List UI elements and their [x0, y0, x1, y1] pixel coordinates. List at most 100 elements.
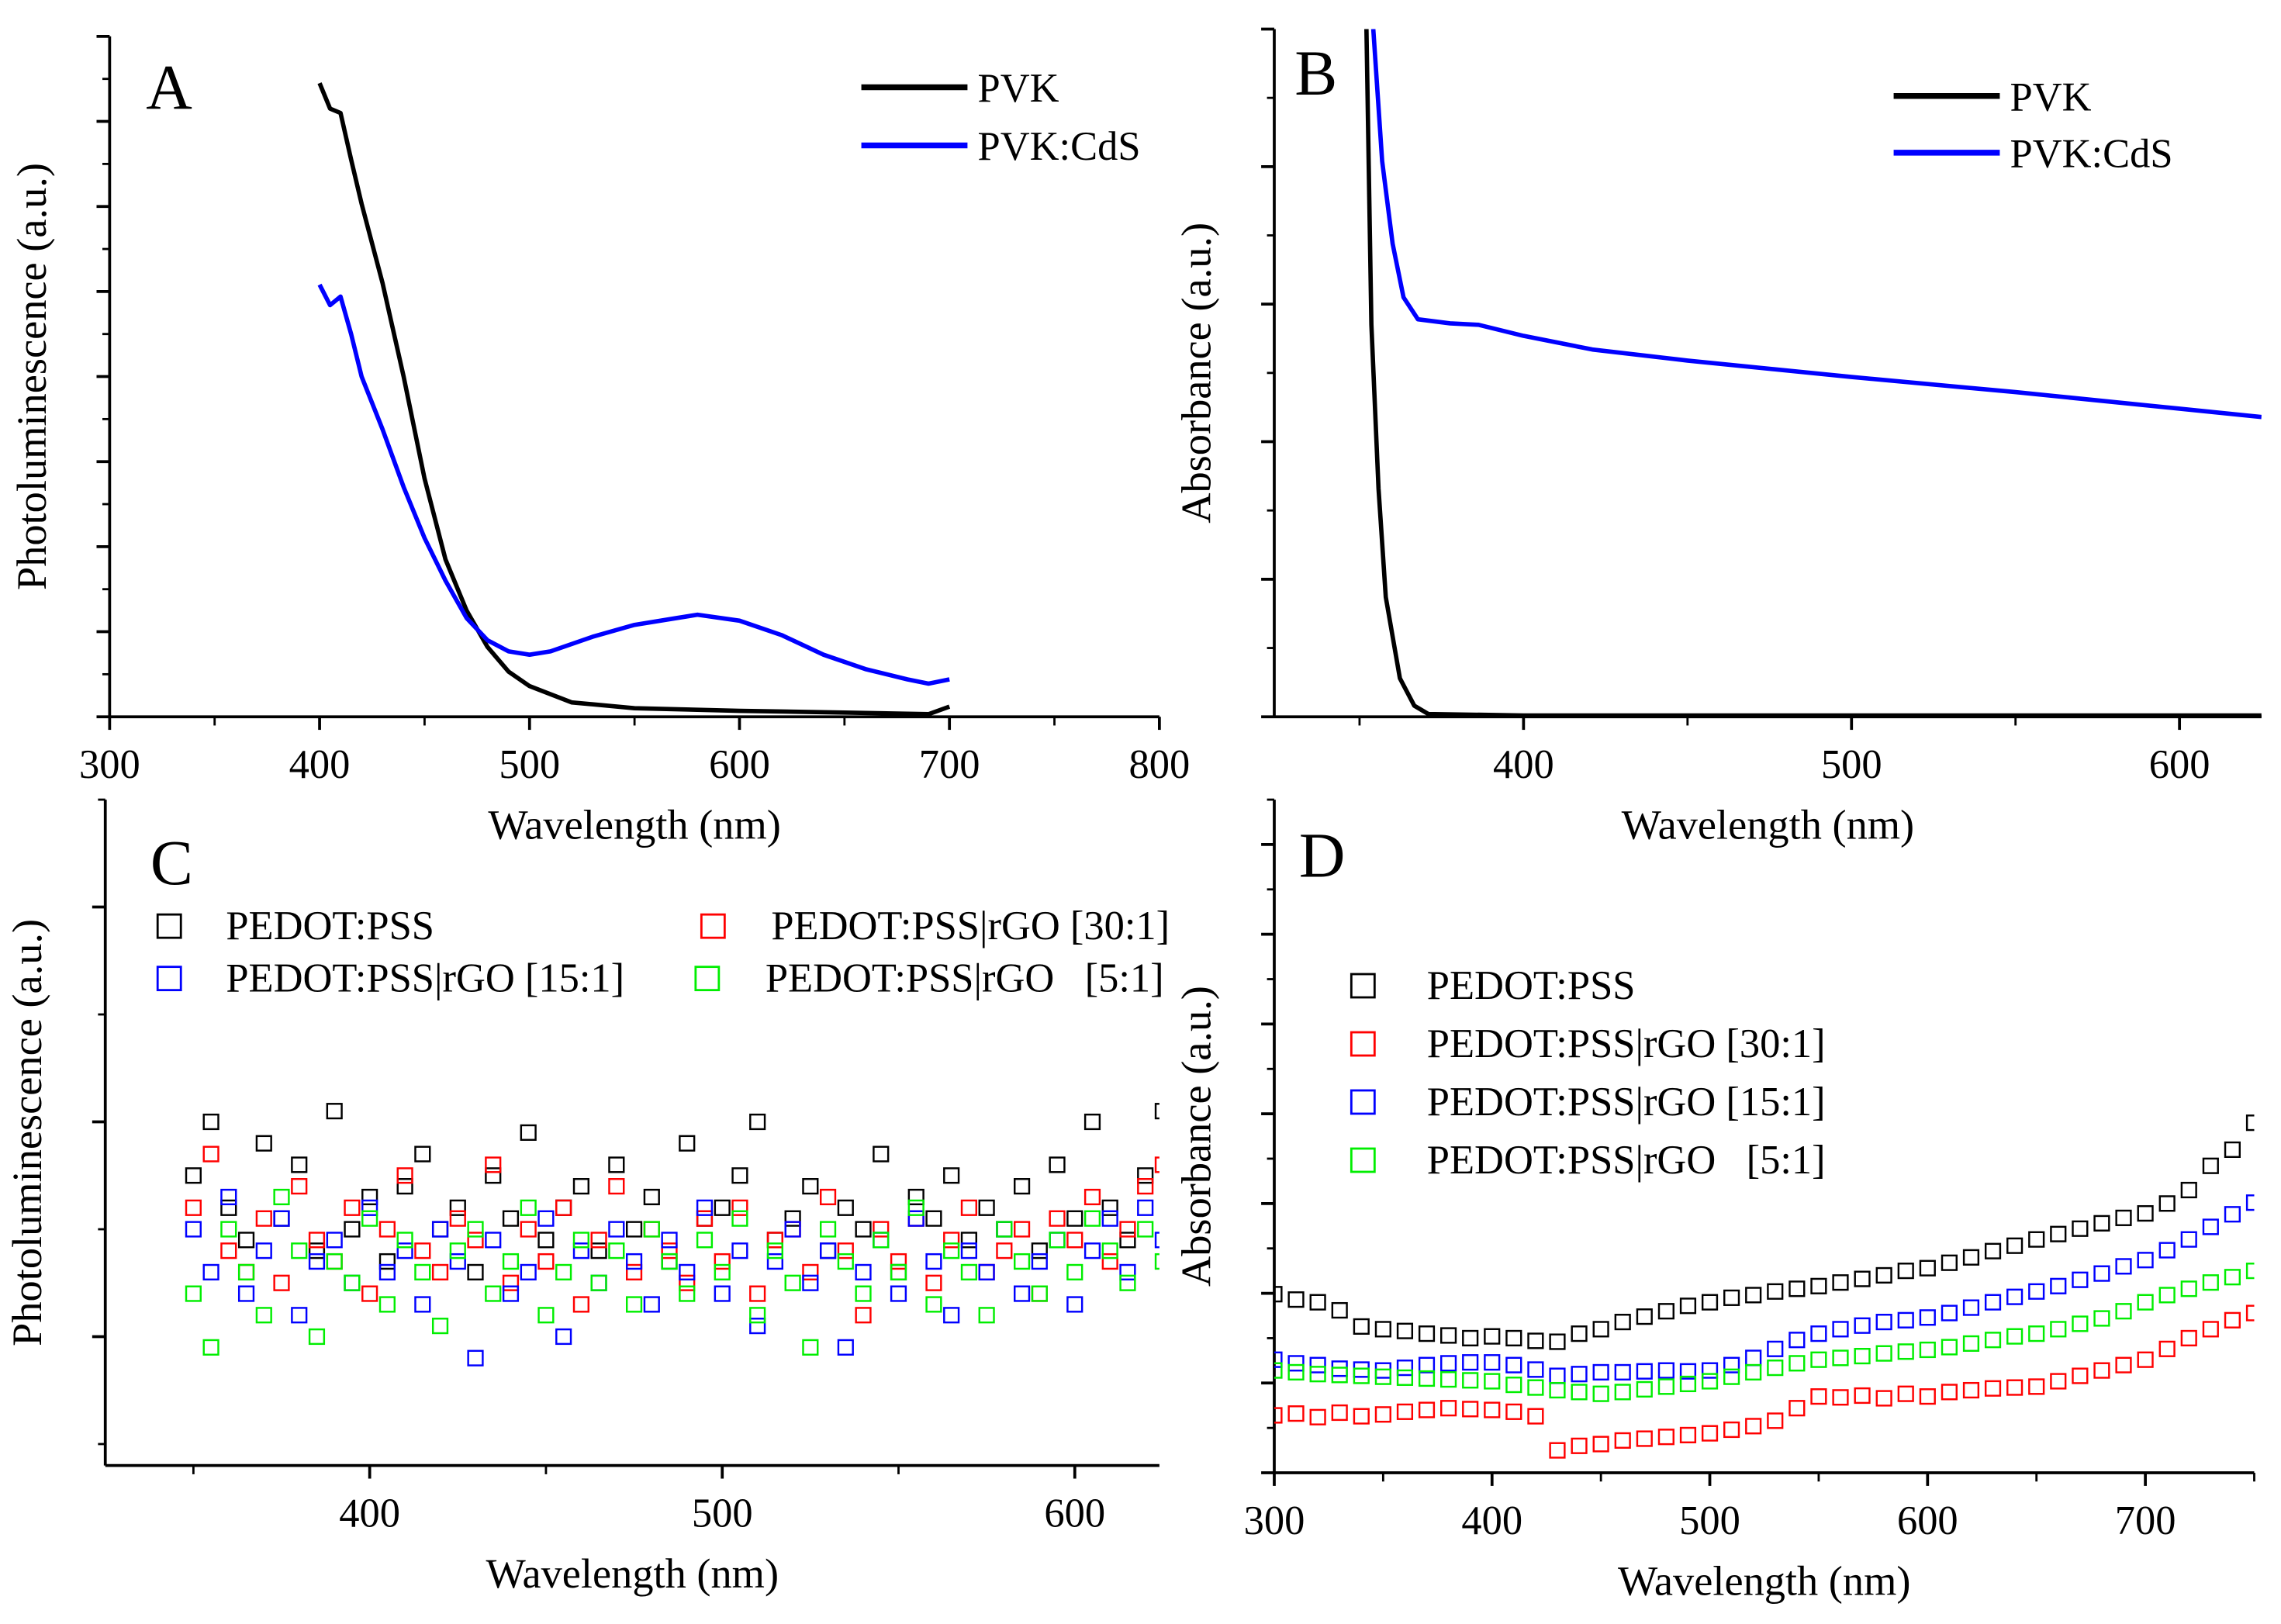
data-point: [696, 1210, 714, 1227]
data-point: [1396, 1403, 1414, 1420]
data-point: [2050, 1373, 2067, 1390]
data-point: [308, 1328, 326, 1346]
data-point: [1941, 1254, 1958, 1271]
data-point: [185, 1285, 202, 1302]
data-point: [1031, 1242, 1048, 1259]
data-point: [1897, 1263, 1914, 1280]
data-point: [2115, 1258, 2132, 1275]
data-point: [714, 1285, 731, 1302]
data-point: [202, 1113, 219, 1131]
data-point: [2158, 1195, 2176, 1212]
data-point: [537, 1232, 555, 1249]
data-point: [1767, 1283, 1784, 1300]
data-point: [2137, 1294, 2154, 1311]
y-axis-label: Photoluminescence (a.u.): [4, 919, 50, 1346]
plot-area: [1274, 1114, 2255, 1459]
x-tick-label: 600: [2149, 742, 2210, 787]
data-point: [625, 1253, 643, 1270]
data-point: [1679, 1297, 1697, 1315]
data-point: [2158, 1287, 2176, 1304]
data-point: [414, 1242, 431, 1259]
data-point: [1592, 1436, 1609, 1453]
data-point: [802, 1178, 819, 1195]
legend-label: PEDOT:PSS|rGO [5:1]: [1427, 1138, 1826, 1183]
data-point: [1962, 1335, 1980, 1352]
data-point: [766, 1253, 783, 1270]
data-point: [2028, 1283, 2045, 1300]
data-point: [572, 1296, 589, 1313]
data-point: [978, 1263, 995, 1280]
data-point: [1066, 1232, 1083, 1249]
data-point: [572, 1232, 589, 1249]
x-tick-label: 400: [1461, 1498, 1522, 1543]
data-point: [291, 1242, 308, 1259]
data-point: [1897, 1311, 1914, 1329]
data-point: [1789, 1332, 1806, 1349]
panel-letter: C: [150, 828, 193, 898]
data-point: [1701, 1294, 1719, 1311]
data-point: [467, 1263, 484, 1280]
x-axis-label: Wavelength (nm): [1622, 802, 1915, 848]
data-point: [291, 1156, 308, 1173]
data-point: [2050, 1225, 2067, 1242]
data-point: [467, 1221, 484, 1238]
data-point: [2202, 1157, 2219, 1174]
data-point: [308, 1253, 326, 1270]
x-tick-label: 500: [1821, 742, 1882, 787]
data-point: [590, 1232, 607, 1249]
data-point: [819, 1242, 837, 1259]
data-point: [1119, 1274, 1136, 1291]
data-point: [1119, 1232, 1136, 1249]
data-point: [1462, 1354, 1479, 1371]
panel-d: 300 400 500 600 700 Wavelength (nm) Absorbance…: [1173, 798, 2255, 1605]
data-point: [2093, 1310, 2110, 1327]
data-point: [1701, 1362, 1719, 1379]
data-point: [1287, 1363, 1305, 1381]
x-tick-label: 300: [1244, 1498, 1305, 1543]
data-point: [873, 1145, 890, 1163]
data-point: [1287, 1291, 1305, 1308]
data-point: [1440, 1371, 1457, 1388]
x-tick-label: 500: [499, 742, 560, 787]
data-point: [1549, 1367, 1566, 1384]
data-point: [344, 1221, 361, 1238]
x-tick-label: 700: [2115, 1498, 2176, 1543]
data-point: [1353, 1318, 1370, 1335]
data-point: [907, 1210, 924, 1227]
data-point: [1549, 1381, 1566, 1399]
data-point: [1309, 1408, 1326, 1425]
data-point: [1066, 1296, 1083, 1313]
data-point: [625, 1263, 643, 1280]
data-point: [2180, 1231, 2197, 1248]
data-point: [1418, 1325, 1436, 1342]
legend-swatch: [694, 966, 721, 992]
data-point: [1984, 1332, 2002, 1349]
data-point: [731, 1210, 748, 1227]
data-point: [855, 1285, 872, 1302]
data-point: [1941, 1304, 1958, 1322]
panel-b: 400 500 600 Wavelength (nm) Absorbance (a.u.…: [1173, 27, 2262, 848]
data-point: [679, 1285, 696, 1302]
data-point: [2202, 1218, 2219, 1235]
data-point: [1119, 1263, 1136, 1280]
data-point: [1031, 1285, 1048, 1302]
data-point: [2245, 1263, 2255, 1280]
data-point: [1789, 1355, 1806, 1372]
data-point: [1505, 1329, 1522, 1347]
data-point: [1854, 1387, 1871, 1405]
data-point: [537, 1253, 555, 1270]
series-line-1: [317, 283, 950, 686]
data-point: [1154, 1232, 1160, 1249]
data-point: [537, 1210, 555, 1227]
data-point: [237, 1263, 255, 1280]
data-point: [291, 1178, 308, 1195]
data-point: [255, 1242, 272, 1259]
data-point: [1723, 1356, 1740, 1373]
legend-swatch: [1350, 1147, 1376, 1173]
data-point: [1505, 1403, 1522, 1420]
data-point: [1083, 1113, 1101, 1131]
data-point: [1767, 1412, 1784, 1429]
data-point: [2137, 1252, 2154, 1269]
data-point: [608, 1221, 625, 1238]
